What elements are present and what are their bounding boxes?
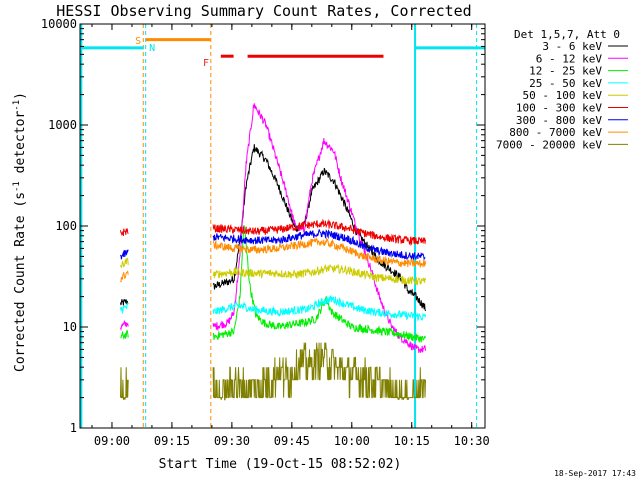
series-line [212,218,426,247]
legend-label: 12 - 25 keV [529,65,602,78]
series-12_25keV [120,225,426,343]
marker-label-F: F [203,58,209,69]
series-50_100keV [120,257,426,286]
legend-label: 3 - 6 keV [542,40,602,53]
series-line [212,229,426,261]
series-line [212,295,426,322]
legend-header: Det 1,5,7, Att 0 [514,28,620,41]
marker-label-S: S [135,36,141,47]
y-axis-label: Corrected Count Rate (s-1 detector-1) [12,92,28,372]
legend-label: 25 - 50 keV [529,77,602,90]
series-line [120,228,129,237]
y-axis-label-part: -1 [12,100,22,111]
series-25_50keV [120,295,426,322]
x-tick-label: 09:15 [154,434,190,448]
plot-area: SN F [80,24,485,428]
series-800_7000keV [120,236,426,283]
y-axis-label-part: -1 [12,181,22,192]
legend-label: 6 - 12 keV [536,52,603,65]
x-axis-ticks: 09:00 09:15 09:30 09:45 10:00 10:15 10:30 [91,24,490,448]
series-300_800keV [120,229,426,261]
series-line [120,319,129,331]
y-axis-label-part: Corrected Count Rate (s [13,192,28,372]
series-line [120,270,129,283]
series-line [212,263,426,286]
y-tick-label: 1 [70,421,77,435]
series-line [120,249,129,260]
legend-label: 800 - 7000 keV [509,126,602,139]
series-line [120,367,129,400]
x-tick-label: 09:30 [214,434,250,448]
series-line [212,103,426,354]
series-6_12keV [120,103,426,354]
y-tick-label: 100 [55,219,77,233]
legend-label: 50 - 100 keV [523,89,603,102]
x-tick-label: 10:30 [454,434,490,448]
x-tick-label: 09:00 [94,434,130,448]
y-axis-label-text: Corrected Count Rate (s-1 detector-1) [12,92,28,372]
chart-title: HESSI Observing Summary Count Rates, Cor… [56,2,471,20]
y-axis-ticks: 1 10 100 1000 10000 [41,17,485,435]
series-line [212,225,426,343]
series-line [212,144,426,312]
footer-timestamp: 18-Sep-2017 17:43 [554,469,636,478]
series-7000_20000keV [120,342,426,401]
y-tick-label: 10000 [41,17,77,31]
y-axis-label-part: detector [13,111,28,182]
y-tick-label: 1000 [48,118,77,132]
series-100_300keV [120,218,426,247]
series-line [212,342,426,401]
series-line [120,301,129,315]
y-tick-label: 10 [63,320,77,334]
legend-label: 7000 - 20000 keV [496,138,602,151]
x-tick-label: 10:15 [394,434,430,448]
series-line [120,257,129,268]
x-tick-label: 09:45 [274,434,310,448]
legend-label: 300 - 800 keV [516,114,602,127]
series-line [120,330,129,341]
y-axis-label-part: ) [13,92,28,100]
series-line [212,236,426,268]
x-tick-label: 10:00 [334,434,370,448]
legend-label: 100 - 300 keV [516,102,602,115]
marker-label-N: N [149,43,155,54]
x-axis-label: Start Time (19-Oct-15 08:52:02) [159,457,402,472]
